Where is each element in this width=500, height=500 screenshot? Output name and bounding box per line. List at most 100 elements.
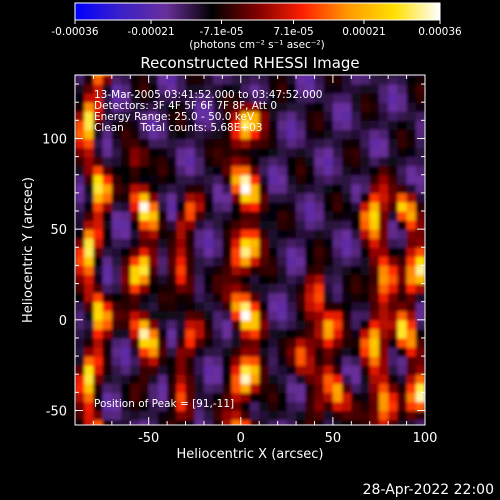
heatmap-cell [121, 156, 131, 167]
heatmap-cell [342, 201, 352, 212]
heatmap-cell [102, 102, 113, 112]
heatmap-cell [130, 319, 141, 330]
heatmap-cell [167, 401, 177, 412]
heatmap-cell [111, 174, 122, 185]
heatmap-cell [111, 120, 122, 131]
heatmap-cell [157, 265, 168, 276]
heatmap-cell [139, 265, 150, 276]
heatmap-cell [342, 419, 352, 425]
heatmap-cell [130, 256, 141, 267]
heatmap-cell [277, 120, 288, 131]
heatmap-cell [194, 238, 205, 248]
heatmap-cell [121, 347, 131, 357]
heatmap-cell [342, 183, 352, 194]
heatmap-cell [259, 120, 270, 131]
heatmap-cell [360, 265, 371, 276]
heatmap-cell [102, 247, 113, 257]
heatmap-cell [84, 165, 95, 176]
heatmap-cell [351, 220, 362, 230]
heatmap-cell [388, 120, 398, 131]
heatmap-cell [268, 229, 279, 239]
heatmap-cell [397, 84, 408, 94]
heatmap-cell [84, 374, 95, 384]
heatmap-cell [139, 156, 150, 167]
heatmap-cell [305, 138, 316, 149]
heatmap-cell [360, 238, 371, 248]
heatmap-cell [240, 129, 251, 140]
heatmap-cell [323, 156, 334, 167]
heatmap-cell [75, 356, 85, 366]
heatmap-cell [351, 138, 362, 149]
heatmap-cell [222, 238, 233, 248]
heatmap-cell [369, 238, 380, 248]
heatmap-cell [286, 328, 297, 339]
heatmap-cell [102, 165, 113, 176]
heatmap-cell [231, 147, 242, 158]
heatmap-cell [332, 174, 343, 185]
heatmap-cell [213, 419, 223, 425]
heatmap-cell [259, 392, 270, 403]
heatmap-cell [111, 201, 122, 212]
heatmap-cell [111, 229, 122, 239]
heatmap-cell [222, 147, 233, 158]
heatmap-cell [167, 292, 177, 303]
heatmap-cell [332, 220, 343, 230]
heatmap-cell [84, 211, 95, 221]
heatmap-cell [415, 319, 425, 330]
heatmap-cell [84, 365, 95, 375]
heatmap-cell [111, 220, 122, 230]
heatmap-cell [369, 129, 380, 140]
heatmap-cell [332, 365, 343, 375]
heatmap-cell [213, 174, 223, 185]
heatmap-cell [351, 120, 362, 131]
heatmap-cell [213, 120, 223, 131]
heatmap-cell [240, 93, 251, 103]
heatmap-cell [121, 310, 131, 321]
heatmap-cell [296, 365, 306, 375]
heatmap-cell [139, 319, 150, 330]
heatmap-cell [397, 229, 408, 239]
heatmap-cell [93, 274, 104, 285]
heatmap-cell [323, 328, 334, 339]
heatmap-cell [102, 147, 113, 158]
heatmap-cell [250, 374, 260, 384]
heatmap-cell [75, 392, 85, 403]
heatmap-cell [157, 138, 168, 149]
heatmap-cell [415, 337, 425, 348]
heatmap-cell [268, 374, 279, 384]
heatmap-cell [259, 301, 270, 312]
heatmap-cell [84, 274, 95, 285]
heatmap-cell [194, 183, 205, 194]
heatmap-cell [84, 356, 95, 366]
heatmap-cell [323, 283, 334, 294]
heatmap-cell [296, 165, 306, 176]
heatmap-cell [176, 220, 187, 230]
heatmap-cell [388, 211, 398, 221]
heatmap-cell [130, 283, 141, 294]
heatmap-cell [332, 229, 343, 239]
heatmap-cell [148, 365, 159, 375]
heatmap-cell [268, 410, 279, 421]
heatmap-cell [305, 129, 316, 140]
heatmap-cell [111, 156, 122, 167]
heatmap-cell [360, 174, 371, 185]
heatmap-cell [93, 265, 104, 276]
heatmap-cell [213, 283, 223, 294]
heatmap-cell [360, 292, 371, 303]
heatmap-cell [176, 328, 187, 339]
heatmap-cell [415, 238, 425, 248]
heatmap-cell [397, 310, 408, 321]
heatmap-cell [167, 120, 177, 131]
heatmap-cell [157, 220, 168, 230]
heatmap-cell [93, 75, 104, 76]
heatmap-cell [167, 283, 177, 294]
heatmap-cell [332, 383, 343, 393]
heatmap-cell [406, 265, 417, 276]
heatmap-cell [167, 220, 177, 230]
heatmap-cell [369, 301, 380, 312]
heatmap-cell [111, 283, 122, 294]
heatmap-cell [121, 192, 131, 203]
heatmap-cell [360, 129, 371, 140]
heatmap-cell [351, 374, 362, 384]
heatmap-cell [167, 211, 177, 221]
